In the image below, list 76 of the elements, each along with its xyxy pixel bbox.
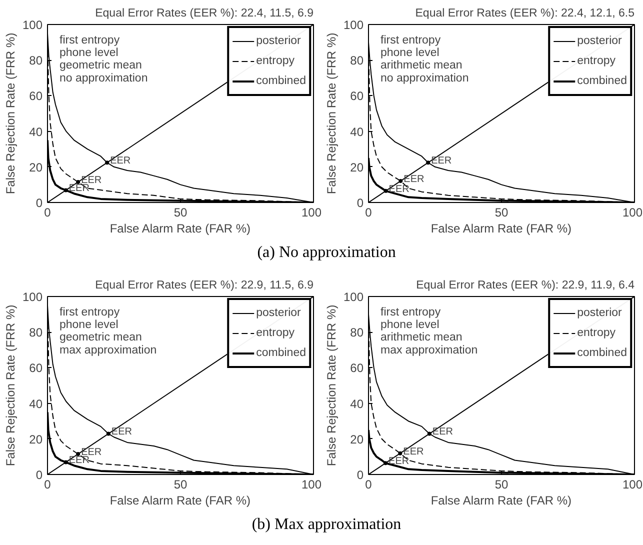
- y-axis-title: False Rejection Rate (FRR %): [324, 304, 338, 466]
- x-tick-label: 100: [301, 478, 322, 492]
- y-axis-title: False Rejection Rate (FRR %): [324, 32, 338, 194]
- x-tick-label: 0: [44, 478, 52, 492]
- legend-label: combined: [577, 346, 627, 360]
- x-tick-label: 50: [494, 206, 508, 220]
- chart-title: Equal Error Rates (EER %): 22.9, 11.5, 6.9: [95, 280, 314, 292]
- y-tick-label: 80: [29, 326, 43, 340]
- annotation: EER: [432, 426, 453, 438]
- annotation: EER: [68, 455, 90, 466]
- y-tick-label: 20: [29, 160, 43, 174]
- annotation: first entropy phone level arithmetic mean max approximation: [380, 306, 478, 356]
- legend-label: combined: [256, 74, 306, 88]
- y-tick-label: 100: [22, 290, 43, 304]
- y-tick-label: 60: [29, 361, 43, 376]
- legend-label: entropy: [256, 54, 294, 68]
- x-tick-label: 0: [44, 206, 52, 220]
- annotation: first entropy phone level geometric mean max approximation: [60, 306, 157, 356]
- chart-title: Equal Error Rates (EER %): 22.4, 12.1, 6.5: [415, 8, 635, 20]
- x-axis-title: False Alarm Rate (FAR %): [110, 222, 251, 236]
- legend-label: entropy: [577, 326, 616, 340]
- y-axis-title: False Rejection Rate (FRR %): [3, 32, 18, 194]
- x-tick-label: 50: [174, 206, 188, 220]
- annotation: EER: [403, 446, 424, 458]
- y-tick-label: 100: [343, 18, 364, 32]
- legend-label: posterior: [256, 34, 301, 48]
- annotation: EER: [68, 183, 90, 194]
- x-tick-label: 0: [365, 206, 372, 220]
- legend-label: entropy: [577, 54, 616, 68]
- annotation: EER: [431, 156, 452, 167]
- y-tick-label: 20: [350, 160, 364, 174]
- legend-label: combined: [577, 74, 627, 88]
- y-tick-label: 40: [350, 124, 364, 139]
- annotation: first entropy phone level geometric mean no approximation: [60, 34, 148, 84]
- y-tick-label: 20: [350, 432, 364, 446]
- x-tick-label: 0: [365, 478, 372, 492]
- y-tick-label: 60: [350, 89, 364, 104]
- legend-label: entropy: [256, 326, 294, 340]
- text: (b) Max approximation: [252, 515, 402, 535]
- x-tick-label: 100: [301, 206, 322, 220]
- x-tick-label: 100: [622, 206, 643, 220]
- y-tick-label: 0: [356, 196, 364, 210]
- y-tick-label: 80: [350, 54, 364, 68]
- y-tick-label: 60: [350, 361, 364, 376]
- x-axis-title: False Alarm Rate (FAR %): [430, 494, 572, 508]
- x-tick-label: 100: [622, 478, 643, 492]
- text: (a) No approximation: [257, 243, 396, 263]
- annotation: EER: [110, 156, 131, 167]
- x-tick-label: 50: [174, 478, 188, 492]
- x-axis-title: False Alarm Rate (FAR %): [110, 494, 251, 508]
- chart-title: Equal Error Rates (EER %): 22.4, 11.5, 6.9: [95, 8, 314, 20]
- legend-label: posterior: [577, 34, 622, 48]
- legend-label: posterior: [577, 306, 622, 320]
- chart-title: Equal Error Rates (EER %): 22.9, 11.9, 6.4: [416, 280, 636, 292]
- y-tick-label: 0: [36, 468, 43, 482]
- annotation: EER: [111, 426, 132, 438]
- y-tick-label: 80: [29, 54, 43, 68]
- y-axis-title: False Rejection Rate (FRR %): [3, 304, 18, 466]
- y-tick-label: 40: [350, 396, 364, 411]
- annotation: first entropy phone level arithmetic mean no approximation: [380, 34, 469, 84]
- y-tick-label: 0: [356, 468, 364, 482]
- y-tick-label: 40: [29, 396, 43, 411]
- y-tick-label: 100: [343, 290, 364, 304]
- legend-label: combined: [256, 346, 306, 360]
- y-tick-label: 60: [29, 89, 43, 104]
- x-tick-label: 50: [494, 478, 508, 492]
- y-tick-label: 0: [36, 196, 43, 210]
- annotation: EER: [388, 456, 410, 468]
- y-tick-label: 100: [22, 18, 43, 32]
- annotation: EER: [388, 184, 410, 195]
- y-tick-label: 20: [29, 432, 43, 446]
- y-tick-label: 40: [29, 124, 43, 139]
- annotation: EER: [404, 174, 424, 185]
- x-axis-title: False Alarm Rate (FAR %): [430, 222, 572, 236]
- legend-label: posterior: [256, 306, 301, 320]
- y-tick-label: 80: [350, 326, 364, 340]
